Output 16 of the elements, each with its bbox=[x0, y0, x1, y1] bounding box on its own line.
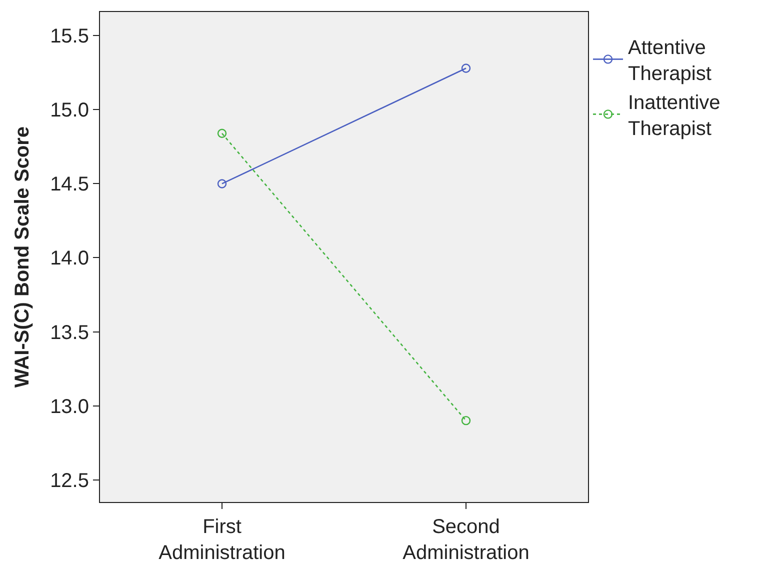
point bbox=[461, 416, 471, 426]
x-tick-label: Second Administration bbox=[402, 516, 530, 564]
legend-label: Attentive Therapist bbox=[628, 37, 712, 85]
y-tick-label: 13.0 bbox=[50, 396, 89, 418]
y-tick-label: 15.0 bbox=[50, 100, 89, 122]
x-tick-label: First Administration bbox=[158, 516, 286, 564]
point bbox=[461, 64, 471, 73]
y-tick-label: 14.0 bbox=[50, 248, 89, 270]
y-tick-label: 15.5 bbox=[50, 26, 89, 48]
point bbox=[217, 179, 227, 188]
legend-label: Inattentive Therapist bbox=[628, 92, 720, 140]
y-tick-label: 12.5 bbox=[50, 470, 89, 492]
y-tick-label: 14.5 bbox=[50, 174, 89, 196]
y-tick-label: 13.5 bbox=[50, 322, 89, 344]
point bbox=[217, 128, 227, 138]
y-axis-title: WAI-S(C) Bond Scale Score bbox=[12, 126, 34, 388]
